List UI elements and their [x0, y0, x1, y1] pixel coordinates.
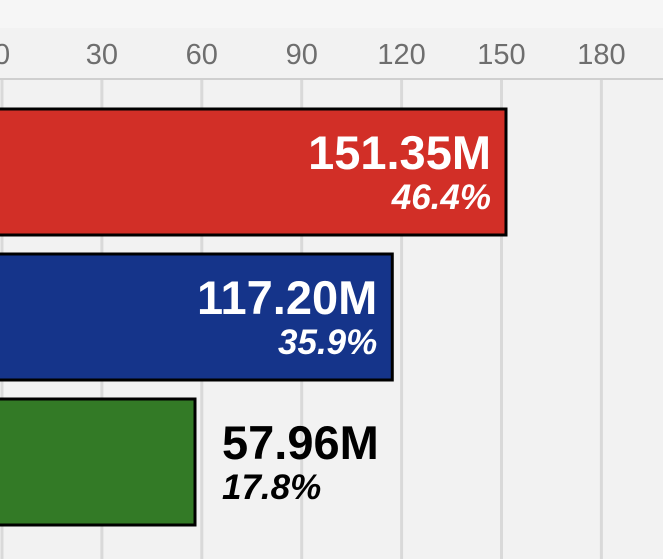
bar: [0, 397, 197, 527]
x-tick-label: 90: [286, 39, 318, 71]
x-tick-label: 150: [477, 39, 525, 71]
x-tick-label: 180: [577, 39, 625, 71]
bar-percent-label: 46.4%: [391, 178, 491, 217]
x-tick-label: 0: [0, 39, 10, 71]
bar-value-label: 117.20M: [197, 271, 377, 324]
bar-percent-label: 35.9%: [278, 323, 377, 362]
bar: [0, 252, 394, 382]
header-band: [0, 0, 663, 28]
bar-value-label: 151.35M: [308, 126, 491, 179]
x-axis-ticks: 0 30 60 90 120 150 180: [0, 39, 626, 71]
x-tick-label: 60: [186, 39, 218, 71]
bar: [0, 107, 508, 237]
bar-percent-label: 17.8%: [222, 468, 321, 507]
bar-value-label: 57.96M: [222, 416, 379, 469]
bars: [0, 107, 508, 527]
x-tick-label: 120: [377, 39, 425, 71]
x-tick-label: 30: [86, 39, 118, 71]
